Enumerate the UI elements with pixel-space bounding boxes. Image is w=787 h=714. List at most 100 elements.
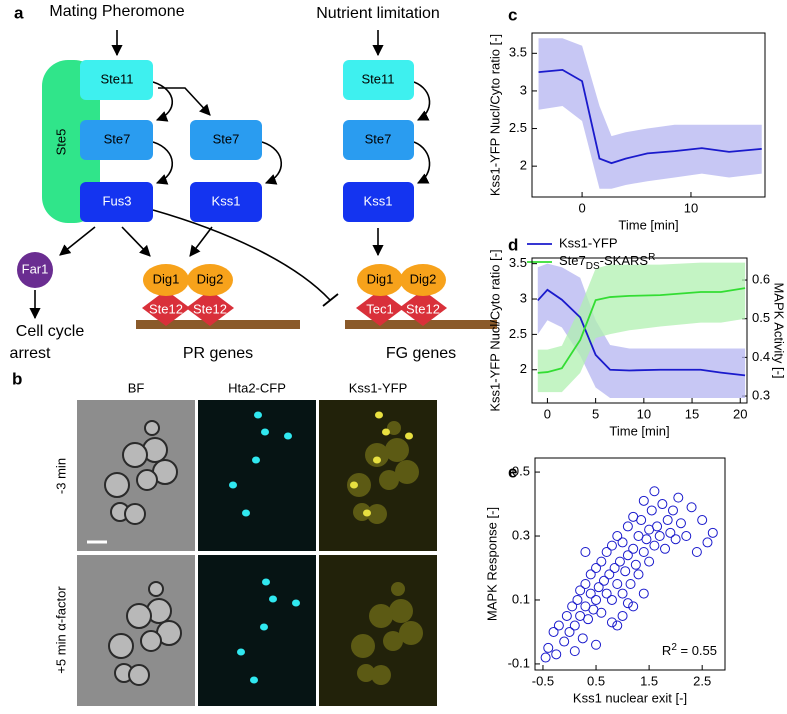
point — [686, 502, 697, 513]
nucleus — [260, 623, 268, 631]
y-tick-label: 0.1 — [512, 591, 530, 606]
point — [543, 642, 554, 653]
y-tick-label: 0.5 — [512, 464, 530, 479]
tf — [399, 290, 447, 326]
point — [617, 610, 628, 621]
point — [569, 620, 580, 631]
nucleus — [237, 648, 245, 656]
point — [662, 515, 673, 526]
input-label: Nutrient limitation — [316, 5, 440, 22]
complex-label: Tec1 — [366, 301, 393, 316]
nucleus — [405, 432, 413, 440]
dig — [187, 264, 233, 296]
kinase — [80, 182, 153, 222]
y-tick-label: 2 — [520, 158, 527, 173]
micrographs: b BF Hta2-CFP Kss1-YFP -3 min +5 min α-f… — [12, 369, 437, 706]
nucleus — [373, 456, 381, 464]
point — [638, 547, 649, 558]
x-tick-label: 1.5 — [640, 673, 658, 688]
complex-label: Ste12 — [193, 301, 227, 316]
line — [537, 287, 746, 374]
point — [585, 588, 596, 599]
point — [691, 547, 702, 558]
channel-label: Hta2-CFP — [228, 380, 286, 395]
text-part: 2 — [671, 642, 677, 653]
nucleus — [350, 481, 358, 489]
tf — [356, 290, 404, 326]
micrograph — [198, 555, 316, 706]
point — [606, 594, 617, 605]
point — [673, 492, 684, 503]
complex-label: Ste12 — [406, 301, 440, 316]
inhibition — [152, 209, 331, 301]
cell — [122, 442, 148, 468]
arrows — [29, 30, 431, 320]
point — [564, 626, 575, 637]
annotation: R2 = 0.55 — [662, 642, 717, 659]
point — [569, 646, 580, 657]
point — [567, 601, 578, 612]
kinase-label: Ste11 — [100, 71, 133, 86]
cell — [365, 443, 389, 467]
genes-label: FG genes — [386, 345, 456, 362]
point — [551, 649, 562, 660]
y-tick-label: 2 — [520, 361, 527, 376]
point — [636, 515, 647, 526]
line — [538, 68, 762, 165]
point — [622, 521, 633, 532]
point — [646, 505, 657, 516]
kinase-label: Ste7 — [365, 131, 392, 146]
point — [614, 556, 625, 567]
point — [580, 547, 591, 558]
kinase — [343, 182, 414, 222]
y-tick-label: 3.5 — [509, 45, 527, 60]
kinase-label: Kss1 — [364, 193, 393, 208]
cell — [399, 621, 423, 645]
kinase-label: Ste7 — [213, 131, 240, 146]
y-axis-label: Kss1-YFP Nucl/Cyto ratio [-] — [487, 34, 502, 196]
panel-label: d — [508, 235, 518, 254]
y2-axis-label: MAPK Activity [-] — [772, 282, 787, 378]
cell — [367, 504, 387, 524]
cell — [124, 503, 146, 525]
point — [604, 569, 615, 580]
cell — [369, 604, 393, 628]
point — [583, 614, 594, 625]
point — [612, 620, 623, 631]
point — [561, 610, 572, 621]
point — [596, 556, 607, 567]
point — [652, 521, 663, 532]
nucleus — [382, 428, 390, 436]
cell — [144, 420, 160, 436]
kinase-label: Ste7 — [104, 131, 131, 146]
cell — [140, 630, 162, 652]
point — [601, 588, 612, 599]
y-axis-label: Kss1-YFP Nucl/Cyto ratio [-] — [487, 249, 502, 411]
cell — [379, 470, 399, 490]
cell — [126, 603, 152, 629]
point — [606, 540, 617, 551]
point — [591, 562, 602, 573]
point — [622, 598, 633, 609]
point — [670, 534, 681, 545]
point — [649, 486, 660, 497]
kinase — [190, 120, 262, 160]
x-tick-label: 10 — [684, 200, 698, 215]
point — [585, 569, 596, 580]
plot-frame — [531, 32, 766, 198]
x-tick-label: 5 — [592, 406, 599, 421]
pathway-diagram: a Mating Pheromone Nutrient limitation S… — [10, 3, 497, 362]
cell — [148, 581, 164, 597]
point — [580, 578, 591, 589]
nucleus — [363, 509, 371, 517]
complex-label: Dig1 — [153, 271, 180, 286]
nucleus — [261, 428, 269, 436]
inhibition-bar — [322, 293, 339, 307]
x-tick-label: 10 — [637, 406, 651, 421]
x-axis-label: Kss1 nuclear exit [-] — [573, 690, 687, 705]
point — [638, 588, 649, 599]
point — [548, 626, 559, 637]
far1-node — [17, 252, 53, 288]
nucleus — [292, 599, 300, 607]
cell — [387, 421, 401, 435]
